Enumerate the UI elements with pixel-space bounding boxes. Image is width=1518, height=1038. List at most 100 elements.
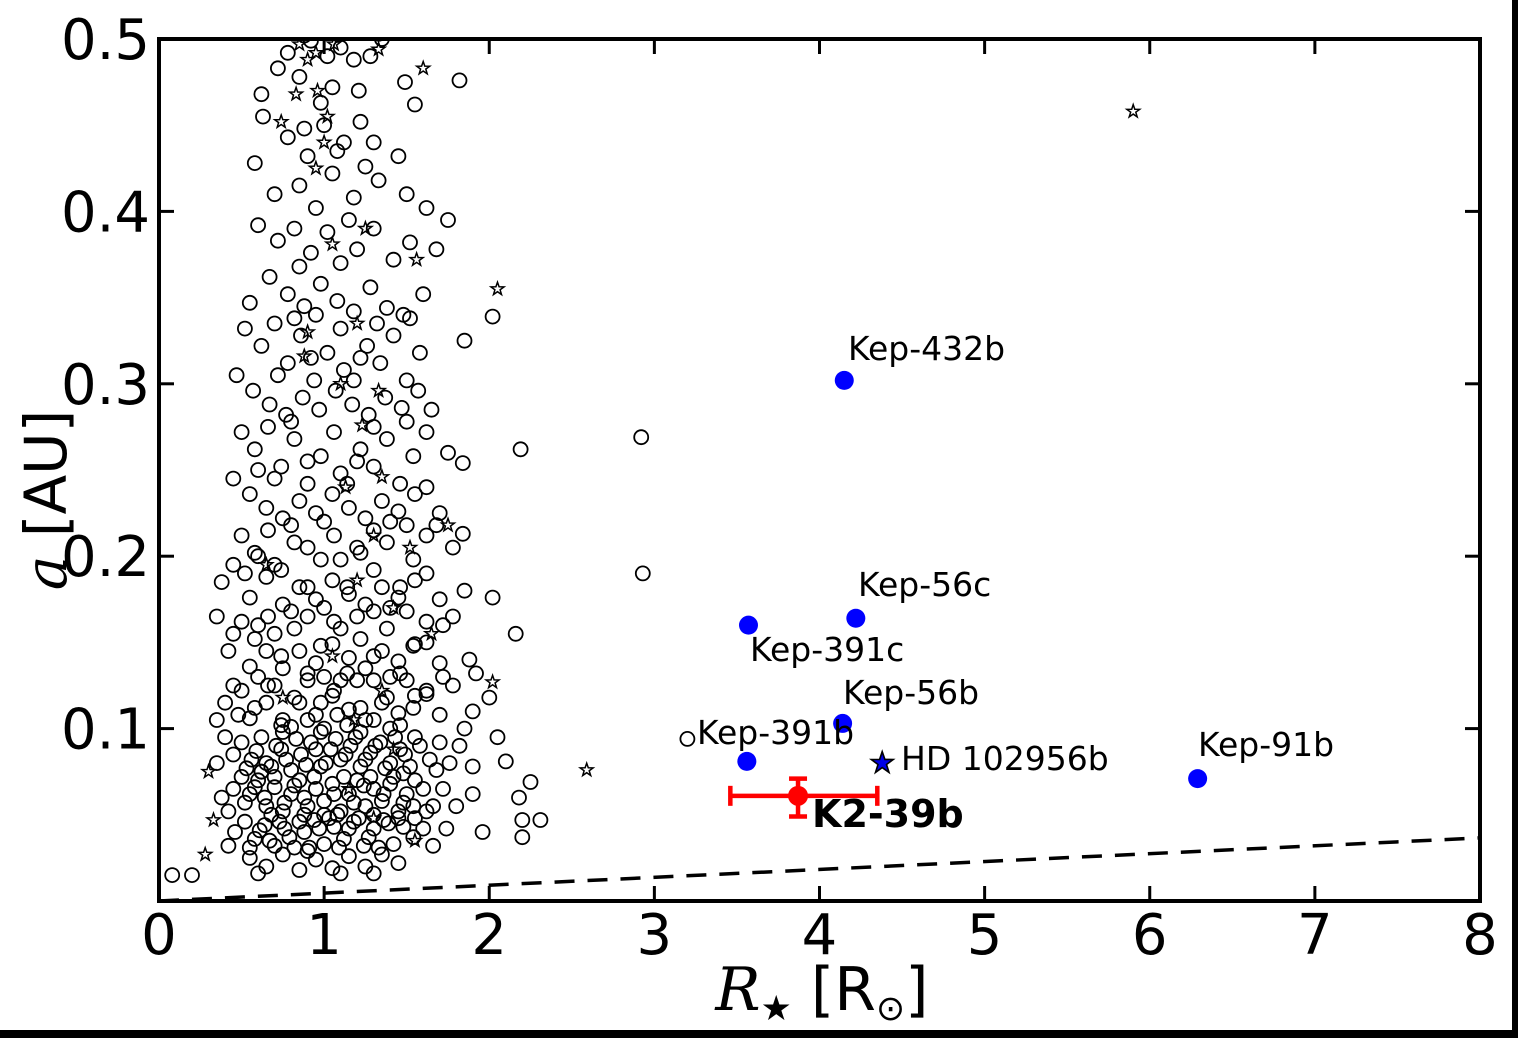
field-planet-marker xyxy=(415,820,432,837)
field-planet-star-marker xyxy=(272,112,290,130)
field-planet-marker xyxy=(373,793,390,809)
field-planet-marker xyxy=(327,731,344,747)
field-planet-marker xyxy=(349,608,366,625)
field-planet-marker xyxy=(299,148,316,165)
field-planet-marker xyxy=(217,729,234,746)
field-planet-marker xyxy=(357,510,374,527)
field-planet-marker xyxy=(236,794,253,811)
field-planet-marker xyxy=(296,824,313,840)
field-planet-marker xyxy=(307,655,324,671)
field-planet-marker xyxy=(514,829,531,846)
series-hd-102956b-star xyxy=(868,749,896,775)
field-planet-star-marker xyxy=(199,762,218,780)
field-planet-marker xyxy=(418,479,435,496)
field-planet-star-marker xyxy=(1124,102,1142,119)
field-planet-marker xyxy=(233,682,250,699)
field-planet-marker xyxy=(373,643,390,659)
field-planet-marker xyxy=(246,544,263,561)
field-planet-marker xyxy=(373,579,390,596)
field-planet-marker xyxy=(332,865,349,882)
field-planet-marker xyxy=(233,527,250,544)
field-planet-marker xyxy=(345,189,362,206)
field-planet-marker xyxy=(428,762,445,778)
field-planet-marker xyxy=(312,551,329,568)
field-planet-marker xyxy=(324,572,341,589)
field-planet-marker xyxy=(365,603,382,620)
field-planet-marker xyxy=(395,765,412,782)
field-planet-marker xyxy=(390,705,407,721)
field-planet-marker xyxy=(410,382,427,399)
field-planet-marker xyxy=(307,505,324,521)
x-tick-label-0: 0 xyxy=(141,903,177,968)
field-planet-marker xyxy=(332,255,349,272)
field-planet-marker xyxy=(357,798,374,815)
field-planet-marker xyxy=(273,458,290,475)
field-planet-marker xyxy=(451,72,468,89)
field-planet-star-marker xyxy=(257,555,275,573)
field-planet-marker xyxy=(299,608,316,625)
field-planet-star-marker xyxy=(340,779,358,797)
field-planet-marker xyxy=(286,310,303,327)
field-planet-marker xyxy=(225,677,242,694)
field-planet-marker xyxy=(260,677,276,694)
field-planet-marker xyxy=(316,720,333,737)
field-planet-marker xyxy=(385,769,402,785)
field-planet-marker xyxy=(369,315,385,332)
field-planet-star-marker xyxy=(488,279,507,297)
field-planet-marker xyxy=(349,241,366,258)
field-planet-marker xyxy=(279,286,296,303)
field-planet-marker xyxy=(286,534,303,551)
field-planet-marker xyxy=(340,212,357,228)
field-planet-marker xyxy=(441,755,458,771)
field-planet-marker xyxy=(286,777,303,794)
field-planet-star-marker xyxy=(373,467,391,485)
field-planet-marker xyxy=(266,470,283,487)
field-planet-marker xyxy=(319,344,336,361)
field-planet-marker xyxy=(316,836,333,852)
field-planet-marker xyxy=(385,836,402,852)
field-planet-marker xyxy=(344,396,361,413)
field-planet-marker xyxy=(307,741,324,758)
field-planet-marker xyxy=(375,786,392,802)
field-planet-marker xyxy=(326,819,342,835)
field-planet-star-marker xyxy=(274,688,292,705)
field-planet-marker xyxy=(402,310,418,327)
field-planet-marker xyxy=(522,774,539,790)
field-planet-marker xyxy=(258,643,275,659)
annotation-Kep-391c: Kep-391c xyxy=(750,630,904,669)
field-planet-marker xyxy=(365,672,382,689)
field-planet-marker xyxy=(279,129,296,146)
field-planet-marker xyxy=(352,349,369,366)
field-planet-marker xyxy=(415,286,432,303)
field-planet-marker xyxy=(321,810,338,827)
field-planet-marker xyxy=(225,556,242,573)
field-planet-marker xyxy=(307,591,324,608)
annotation-Kep-432b: Kep-432b xyxy=(848,329,1005,368)
field-planet-star-marker xyxy=(331,374,350,392)
field-planet-marker xyxy=(250,217,267,234)
field-planet-marker xyxy=(299,539,316,556)
field-planet-marker xyxy=(228,367,245,384)
field-planet-star-marker xyxy=(369,381,388,399)
field-planet-marker xyxy=(373,846,390,863)
field-planet-star-marker xyxy=(369,40,388,57)
field-planet-marker xyxy=(273,648,290,665)
field-planet-marker xyxy=(431,505,448,521)
field-planet-marker xyxy=(246,631,263,647)
field-planet-marker xyxy=(514,812,531,828)
field-planet-marker xyxy=(397,74,413,90)
field-planet-marker xyxy=(390,503,407,520)
field-planet-marker xyxy=(362,279,379,296)
field-planet-marker xyxy=(532,812,549,828)
x-axis-label: R★ [R⊙] xyxy=(715,955,928,1029)
field-planet-marker xyxy=(266,677,283,694)
field-planet-marker xyxy=(208,755,225,771)
field-planet-marker xyxy=(268,737,285,754)
field-planet-star-marker xyxy=(353,416,371,433)
field-planet-marker xyxy=(302,349,319,366)
field-planet-marker xyxy=(225,781,242,797)
field-planet-marker xyxy=(345,303,362,320)
field-planet-marker xyxy=(405,798,422,815)
field-planet-marker xyxy=(335,362,352,378)
